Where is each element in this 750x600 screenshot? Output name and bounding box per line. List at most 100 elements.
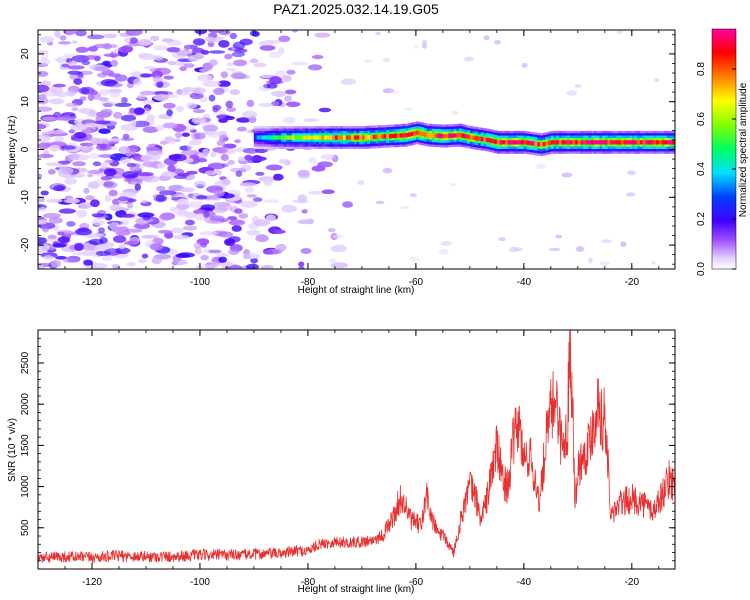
spectrogram-noise-blob — [246, 263, 259, 269]
spectrogram-noise-blob — [162, 122, 178, 129]
spectrogram-noise-blob — [273, 229, 286, 234]
spectrogram-signal-cell — [656, 140, 660, 145]
spectrogram-noise-blob — [38, 265, 46, 269]
spectrogram-signal-cell — [483, 137, 487, 142]
spectrogram-noise-blob — [38, 123, 47, 130]
spectrogram-noise-blob — [268, 51, 282, 59]
spectrogram-signal-cell — [391, 133, 395, 139]
spectrogram-noise-blob — [87, 34, 105, 40]
spectrogram-noise-blob — [238, 213, 249, 219]
spectrogram-noise-blob — [65, 198, 80, 204]
spectrogram-signal-cell — [564, 140, 568, 145]
spectrogram-noise-blob — [235, 170, 243, 177]
spectrogram-y-ticks: -20 -10 0 10 20 — [20, 34, 675, 265]
spectrogram-noise-blob — [145, 150, 164, 158]
spectrogram-noise-blob — [215, 147, 228, 154]
spectrogram-noise-blob — [266, 214, 276, 222]
spectrogram-noise-blob — [193, 181, 207, 188]
spectrogram-noise-blob — [234, 139, 241, 144]
spectrogram-noise-blob — [620, 241, 627, 248]
spectrogram-noise-blob — [193, 120, 207, 125]
spectrogram-noise-blob — [129, 107, 136, 114]
spectrogram-noise-blob — [50, 259, 62, 268]
spectrogram-noise-blob — [249, 156, 267, 162]
spectrogram-noise-blob — [150, 243, 164, 251]
spectrogram-noise-blob — [141, 199, 148, 204]
spectrogram-signal-cell — [521, 140, 525, 145]
spectrogram-noise-blob — [574, 84, 582, 88]
spectrogram-noise-blob — [187, 142, 193, 151]
spectrogram-noise-blob — [142, 107, 151, 115]
spectrogram-signal-cell — [429, 133, 433, 138]
spectrogram-noise-blob — [342, 201, 354, 208]
spectrogram-noise-blob — [94, 120, 111, 125]
spectrogram-noise-blob — [330, 262, 348, 269]
spectrogram-signal-cell — [442, 134, 446, 139]
spectrogram-noise-blob — [291, 30, 299, 33]
spectrogram-noise-blob — [311, 165, 326, 172]
spectrogram-signal-cell — [572, 140, 576, 145]
spectrogram-signal-cell — [469, 135, 473, 140]
spectrogram-noise-blob — [90, 89, 98, 96]
spectrogram-signal-cell — [275, 135, 279, 140]
y-tick-label: 500 — [20, 519, 31, 536]
spectrogram-noise-blob — [38, 153, 54, 159]
spectrogram-noise-blob — [250, 257, 258, 264]
spectrogram-noise-blob — [104, 33, 117, 39]
spectrogram-signal-cell — [283, 135, 287, 140]
spectrogram-noise-blob — [78, 108, 93, 114]
spectrogram-noise-blob — [302, 118, 319, 123]
spectrogram-signal-cell — [507, 140, 511, 145]
spectrogram-noise-blob — [159, 190, 177, 196]
spectrogram-noise-blob — [121, 44, 134, 53]
spectrogram-noise-blob — [151, 256, 162, 265]
spectrogram-signal-cell — [407, 132, 411, 137]
spectrogram-noise-blob — [195, 195, 208, 200]
spectrogram-noise-blob — [100, 79, 118, 87]
spectrogram-noise-blob — [226, 107, 237, 112]
spectrogram-noise-blob — [166, 47, 181, 53]
spectrogram-noise-blob — [137, 94, 146, 100]
spectrogram-noise-blob — [173, 259, 188, 266]
spectrogram-noise-blob — [110, 59, 118, 68]
spectrogram-signal-cell — [480, 137, 484, 142]
spectrogram-signal-cell — [529, 141, 533, 146]
spectrogram-noise-blob — [382, 57, 391, 63]
spectrogram-noise-blob — [126, 262, 136, 267]
spectrogram-noise-blob — [163, 75, 174, 80]
spectrogram-noise-blob — [199, 231, 217, 236]
spectrogram-noise-blob — [183, 44, 190, 52]
spectrogram-noise-blob — [330, 246, 338, 252]
spectrogram-noise-blob — [54, 136, 65, 142]
spectrogram-signal-cell — [585, 140, 589, 145]
spectrogram-noise-blob — [92, 245, 107, 251]
spectrogram-signal-cell — [637, 140, 641, 145]
spectrogram-noise-blob — [236, 117, 252, 123]
spectrogram-noise-blob — [208, 30, 225, 33]
spectrogram-noise-blob — [117, 196, 129, 202]
snr-frame — [37, 329, 676, 570]
spectrogram-noise-blob — [70, 134, 77, 140]
spectrogram-signal-cell — [648, 140, 651, 145]
spectrogram-signal-cell — [334, 135, 338, 140]
spectrogram-signal-cell — [502, 140, 506, 145]
spectrogram-noise-blob — [63, 30, 76, 36]
spectrogram-noise-blob — [38, 70, 49, 77]
spectrogram-noise-blob — [92, 161, 101, 167]
spectrogram-noise-blob — [109, 91, 121, 98]
x-tick-label: -120 — [82, 577, 102, 588]
spectrogram-noise-blob — [234, 208, 243, 214]
spectrogram-noise-blob — [227, 159, 235, 166]
spectrogram-signal-cell — [294, 135, 298, 140]
spectrogram-noise-blob — [216, 140, 226, 146]
spectrogram-noise-blob — [167, 60, 176, 66]
spectrogram-signal-cell — [326, 135, 330, 140]
spectrogram-signal-cell — [491, 139, 495, 144]
spectrogram-noise-blob — [263, 250, 274, 255]
spectrogram-noise-blob — [88, 238, 104, 246]
spectrogram-noise-blob — [651, 260, 656, 266]
spectrogram-noise-blob — [189, 139, 202, 146]
spectrogram-signal-cell — [545, 141, 549, 146]
spectrogram-noise-blob — [255, 234, 269, 243]
spectrogram-noise-blob — [400, 206, 410, 210]
